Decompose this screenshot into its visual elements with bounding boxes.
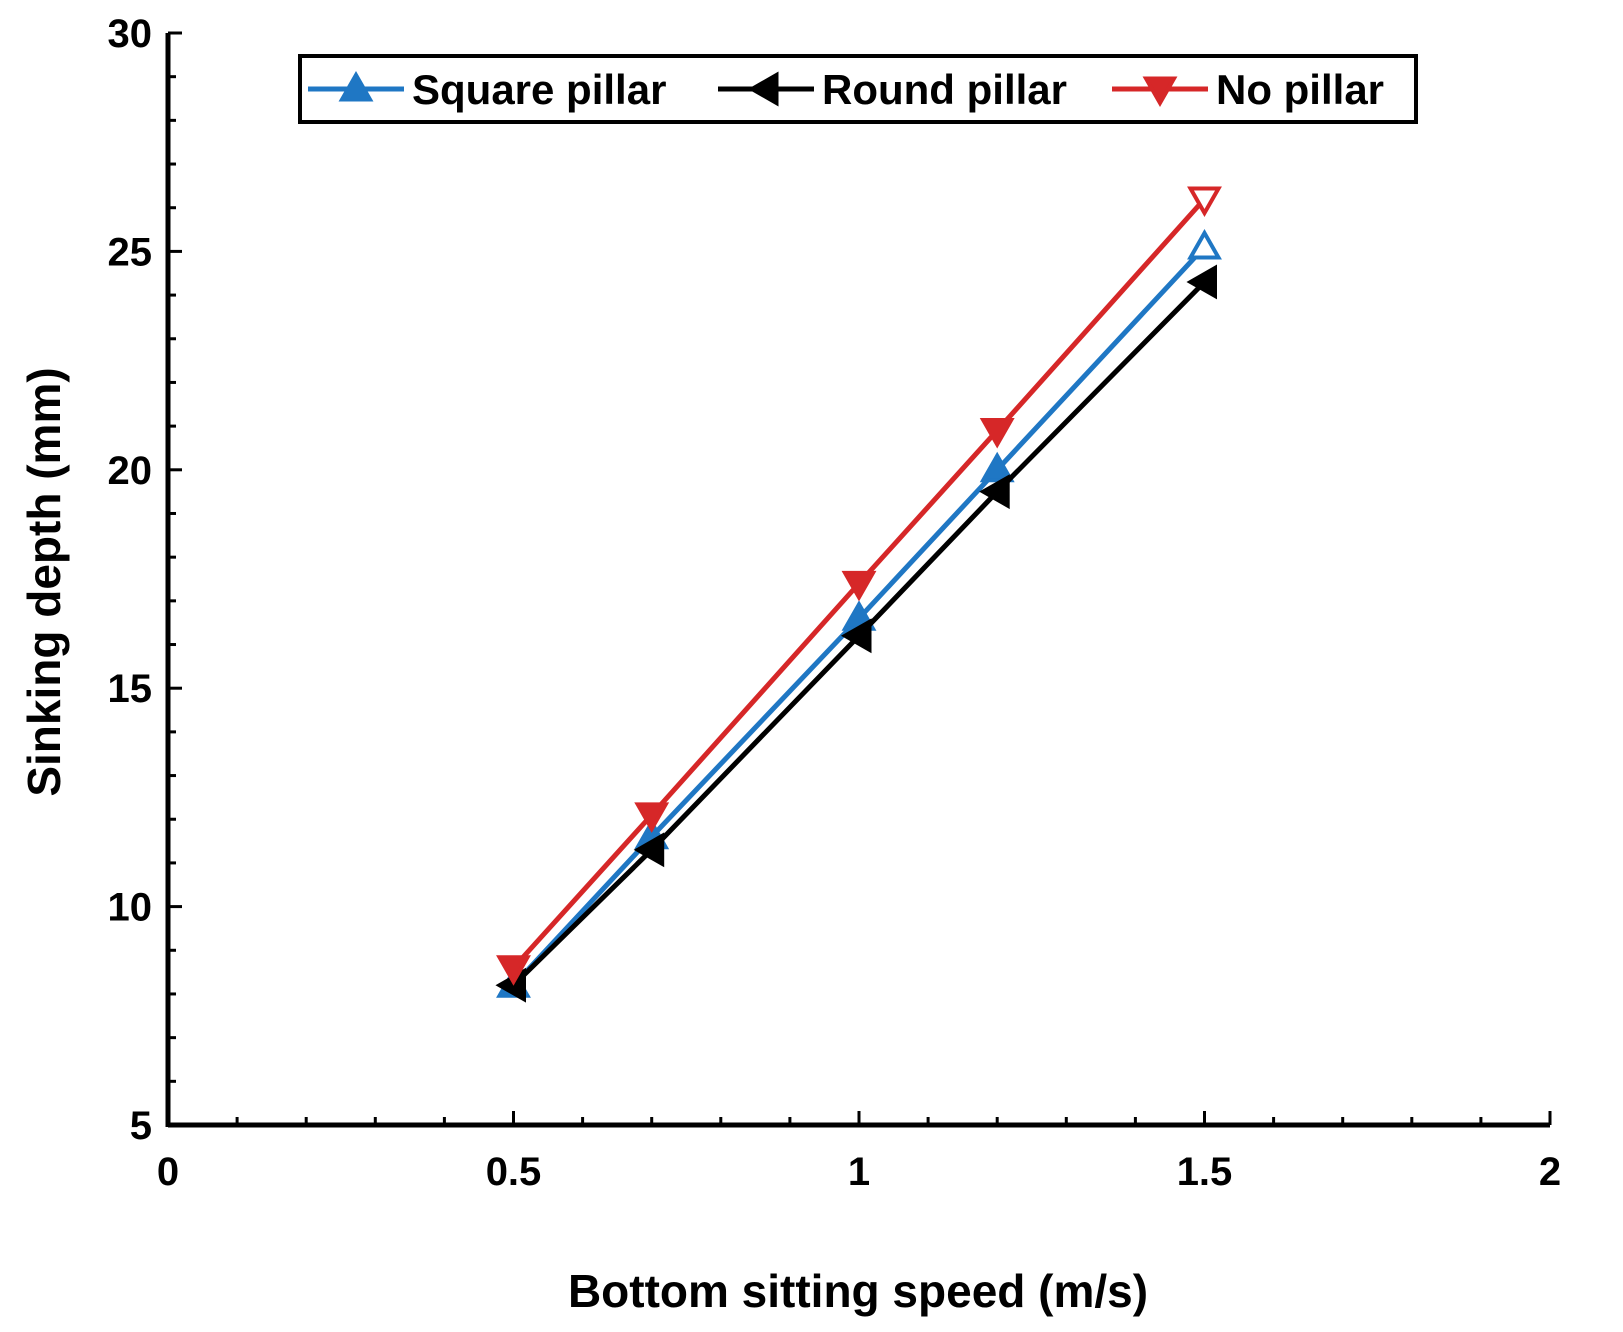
y-axis: 5 10 15 20 25 30 [108, 12, 182, 1148]
legend-item: Square pillar [308, 66, 666, 113]
legend-marker [338, 70, 374, 102]
x-tick-label: 1 [848, 1150, 870, 1194]
y-tick-label: 30 [108, 12, 153, 56]
data-point [633, 832, 665, 868]
y-tick-label: 10 [108, 886, 153, 930]
x-tick-label: 0.5 [486, 1150, 542, 1194]
plot-area [495, 186, 1222, 1003]
x-tick-label: 2 [1539, 1150, 1561, 1194]
x-tick-label: 0 [157, 1150, 179, 1194]
legend: Square pillar Round pillar No pillar [298, 54, 1418, 124]
y-tick-label: 5 [130, 1104, 152, 1148]
data-point [979, 474, 1010, 510]
x-axis: 0 0.5 1 1.5 2 [157, 1111, 1561, 1194]
series-square-pillar [496, 229, 1222, 998]
data-point [1187, 186, 1222, 218]
x-tick-label: 1.5 [1177, 1150, 1233, 1194]
legend-item: Round pillar [718, 66, 1067, 113]
legend-marker [1142, 76, 1178, 108]
data-point [1186, 264, 1217, 300]
data-point [841, 570, 877, 602]
y-tick-label: 15 [108, 667, 153, 711]
legend-label: Square pillar [412, 66, 666, 113]
data-point [1187, 229, 1222, 260]
data-point [840, 618, 872, 654]
data-point [979, 451, 1015, 483]
data-point [634, 802, 670, 833]
legend-box [298, 54, 1418, 124]
data-point [979, 417, 1015, 449]
series-no-pillar [496, 186, 1222, 986]
legend-label: No pillar [1216, 66, 1384, 113]
legend-item: No pillar [1112, 66, 1384, 113]
series-round-pillar [495, 264, 1217, 1003]
data-point [496, 955, 531, 986]
x-axis-label: Bottom sitting speed (m/s) [568, 1265, 1148, 1317]
y-tick-label: 20 [108, 449, 153, 493]
y-axis-label: Sinking depth (mm) [18, 367, 70, 796]
legend-marker [747, 71, 779, 107]
legend-label: Round pillar [822, 66, 1067, 113]
y-tick-label: 25 [108, 230, 153, 274]
